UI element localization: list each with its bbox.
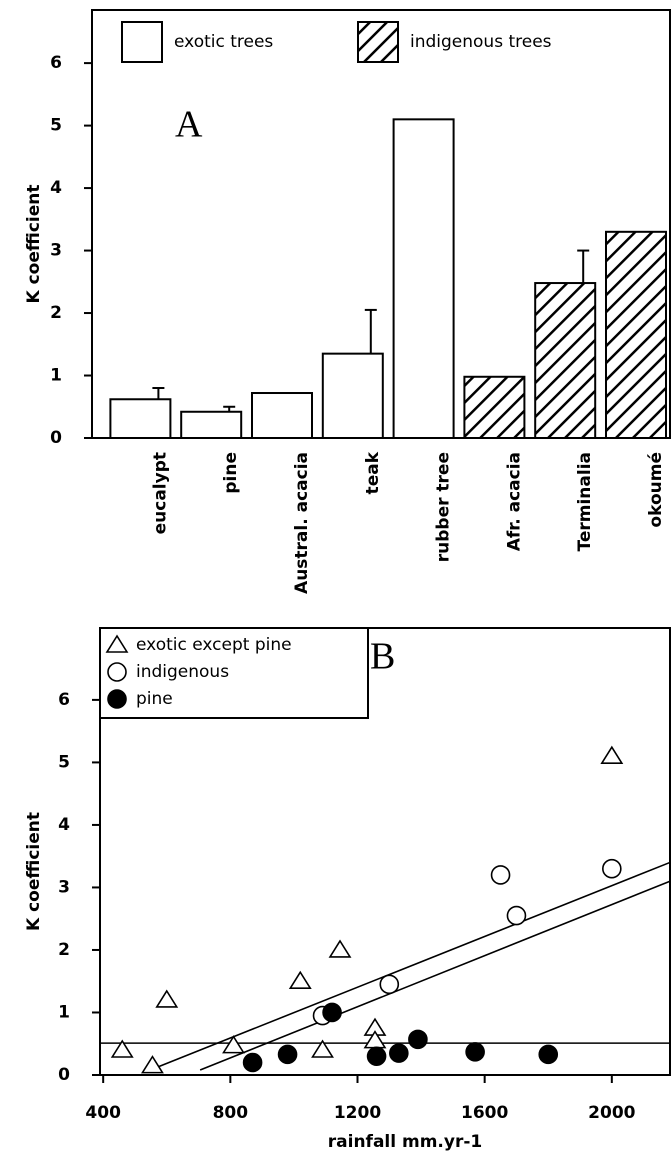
marker-circle	[465, 1042, 485, 1062]
marker-circle	[538, 1044, 559, 1065]
marker-circle	[389, 1043, 409, 1063]
y-tick-label: 3	[58, 877, 70, 897]
legend-swatch	[121, 21, 163, 63]
marker-circle	[277, 1044, 298, 1065]
y-tick-label: 1	[50, 366, 62, 386]
marker-circle	[242, 1052, 263, 1073]
y-axis-label: K coefficient	[24, 812, 44, 931]
y-tick-label: 3	[50, 241, 62, 261]
x-tick-label: Austral. acacia	[292, 452, 312, 594]
marker-triangle	[311, 1039, 334, 1058]
y-tick-label: 0	[58, 1065, 70, 1085]
marker-triangle	[141, 1055, 164, 1074]
regression-line	[149, 861, 671, 1071]
y-tick-label: 2	[50, 303, 62, 323]
regression-line	[199, 880, 671, 1071]
y-tick-label: 4	[58, 815, 70, 835]
marker-triangle	[155, 989, 179, 1008]
bar	[321, 352, 384, 439]
x-tick-label: 800	[213, 1103, 249, 1123]
legend-swatch	[357, 21, 399, 63]
legend-marker	[107, 689, 127, 709]
bar	[534, 282, 597, 439]
marker-triangle	[110, 1039, 134, 1058]
legend-marker	[107, 662, 127, 682]
bar	[605, 230, 667, 439]
marker-circle	[408, 1029, 428, 1050]
x-tick-label: 1600	[461, 1103, 508, 1123]
y-axis-label: K coefficient	[24, 185, 44, 304]
y-tick-label: 0	[50, 428, 62, 448]
x-tick-label: teak	[363, 451, 383, 494]
marker-circle	[506, 905, 527, 926]
x-tick-label: Terminalia	[575, 452, 595, 552]
x-tick-label: Afr. acacia	[504, 452, 524, 551]
marker-circle	[379, 974, 400, 995]
y-tick-label: 2	[58, 940, 70, 960]
legend-label: pine	[136, 689, 173, 709]
legend-label: exotic trees	[174, 32, 273, 52]
x-tick-label: 400	[85, 1103, 121, 1123]
x-tick-label: 1200	[334, 1103, 381, 1123]
x-tick-label: okoumé	[646, 452, 666, 528]
bar	[463, 375, 526, 439]
marker-triangle	[328, 939, 352, 958]
marker-triangle	[222, 1035, 245, 1054]
x-tick-label: rubber tree	[434, 452, 454, 562]
marker-circle	[366, 1046, 387, 1067]
y-tick-label: 4	[50, 178, 62, 198]
y-tick-label: 5	[50, 116, 62, 136]
legend-box	[99, 627, 369, 719]
marker-triangle	[288, 970, 312, 990]
x-tick-label: pine	[221, 452, 241, 494]
legend-marker	[105, 634, 129, 653]
legend-label: indigenous	[136, 662, 229, 682]
x-tick-label: eucalypt	[150, 452, 170, 534]
y-tick-label: 5	[58, 752, 70, 772]
x-tick-label: 2000	[588, 1103, 635, 1123]
marker-circle	[322, 1002, 342, 1023]
panel-letter: B	[370, 636, 395, 678]
legend-label: indigenous trees	[410, 32, 552, 52]
legend-label: exotic except pine	[136, 635, 292, 655]
plot-frame	[99, 627, 671, 1076]
bar	[392, 118, 455, 439]
marker-circle	[602, 858, 622, 879]
marker-circle	[490, 865, 511, 885]
bar	[109, 398, 172, 440]
y-tick-label: 1	[58, 1002, 70, 1022]
panel-letter: A	[175, 104, 203, 146]
bar	[180, 410, 243, 439]
y-tick-label: 6	[50, 53, 62, 73]
marker-triangle	[600, 745, 624, 764]
bar	[251, 392, 313, 440]
y-tick-label: 6	[58, 690, 70, 710]
x-axis-label: rainfall mm.yr-1	[328, 1132, 482, 1152]
